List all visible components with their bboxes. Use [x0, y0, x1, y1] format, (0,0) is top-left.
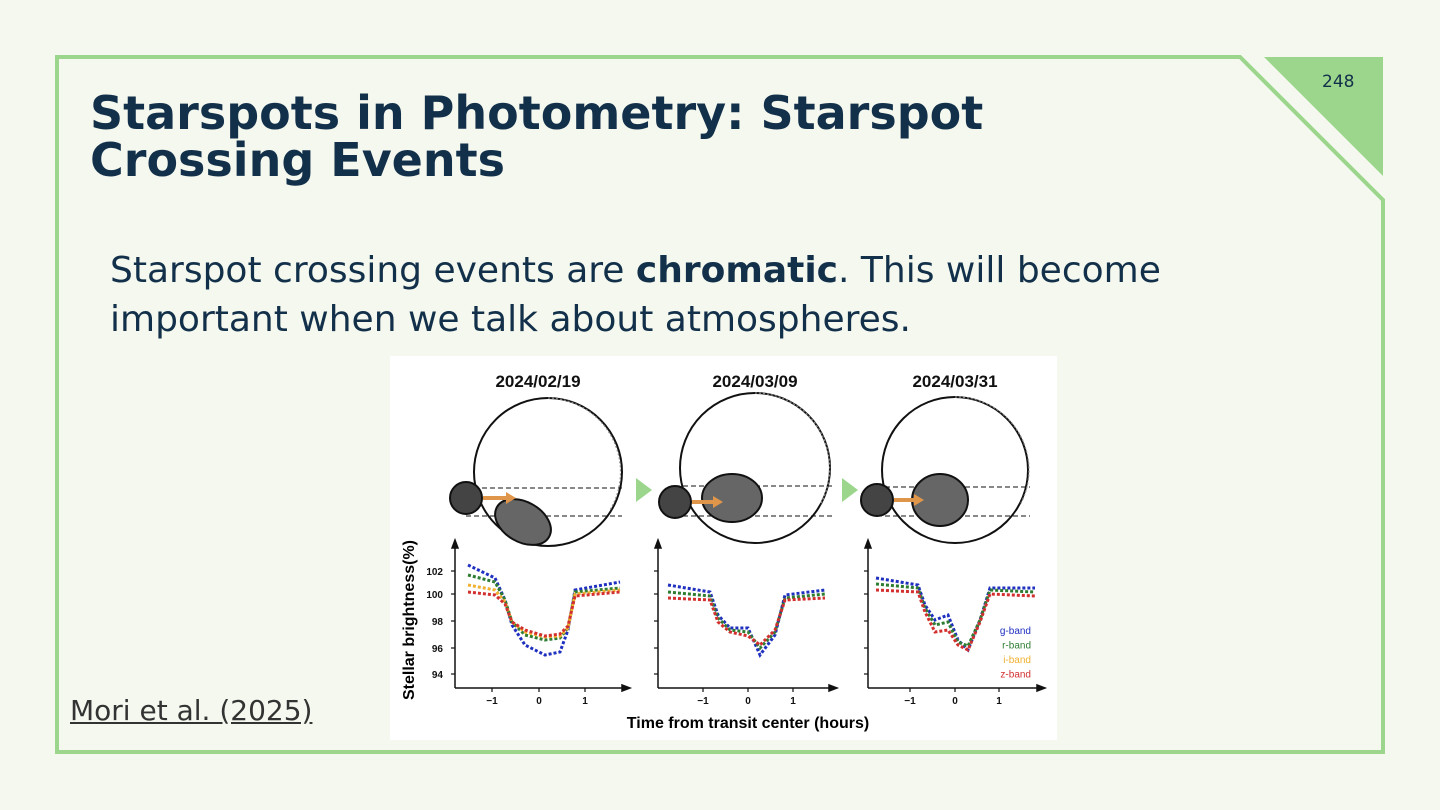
x-tick-label: 1 — [790, 696, 796, 707]
y-axis-label: Stellar brightness(%) — [401, 540, 418, 700]
light-curves — [467, 563, 1036, 658]
x-tick-label: 1 — [582, 696, 588, 707]
arrow — [842, 478, 858, 502]
bold-text: chromatic — [635, 250, 839, 291]
x-axis-label: Time from transit center (hours) — [627, 715, 869, 732]
axes — [450, 537, 1048, 693]
diagram — [658, 392, 832, 544]
body-text: Starspot crossing events are — [110, 250, 636, 291]
figure — [449, 392, 1048, 693]
x-tick-label: 0 — [536, 696, 542, 707]
body-text: Starspot crossing events are chromatic. … — [110, 246, 1210, 344]
x-tick-label: −1 — [697, 696, 709, 707]
slide-frame — [55, 55, 1385, 754]
corner-tab — [1264, 57, 1383, 176]
diagram — [449, 397, 623, 547]
panel-date: 2024/02/19 — [495, 372, 580, 391]
y-tick-label: 102 — [426, 567, 443, 578]
slide-title: Starspots in Photometry: Starspot Crossi… — [90, 86, 984, 187]
citation-link[interactable]: Mori et al. (2025) — [70, 694, 313, 727]
x-tick-label: −1 — [486, 696, 498, 707]
x-tick-label: 0 — [952, 696, 958, 707]
x-tick-label: −1 — [904, 696, 916, 707]
legend-entry: z-band — [1000, 670, 1031, 681]
y-tick-label: 96 — [432, 644, 444, 655]
x-tick-label: 1 — [996, 696, 1002, 707]
y-tick-label: 94 — [432, 670, 444, 681]
diagram — [860, 396, 1030, 544]
panel-date: 2024/03/31 — [912, 372, 997, 391]
panel-date: 2024/03/09 — [712, 372, 797, 391]
arrow — [636, 478, 652, 502]
x-tick-label: 0 — [745, 696, 751, 707]
legend-entry: g-band — [1000, 626, 1031, 637]
legend-entry: r-band — [1002, 641, 1031, 652]
y-tick-label: 100 — [426, 590, 443, 601]
y-tick-label: 98 — [432, 617, 444, 628]
slide-number: 248 — [1322, 72, 1355, 92]
figure-background — [390, 356, 1057, 740]
legend-entry: i-band — [1003, 655, 1031, 666]
body-text: . This will become important when we tal… — [110, 250, 1161, 340]
